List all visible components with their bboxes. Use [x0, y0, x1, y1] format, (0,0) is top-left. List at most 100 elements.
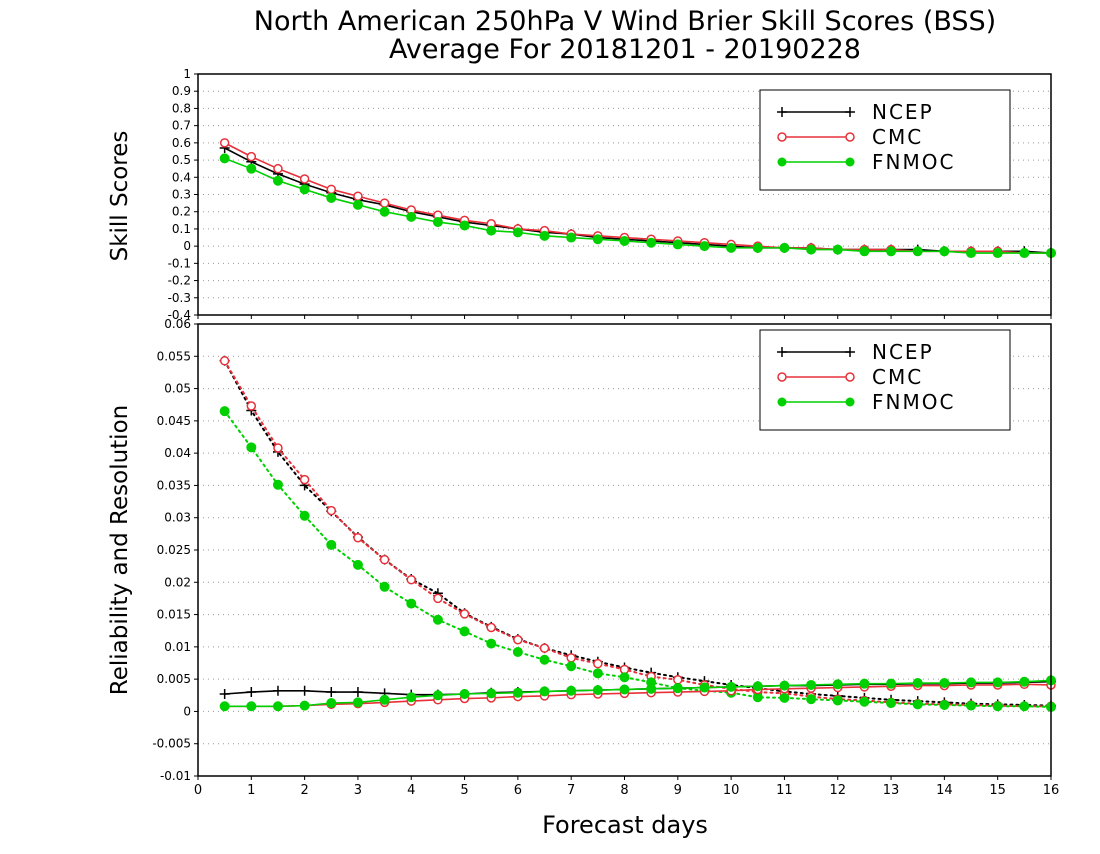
y-tick-label: 0.05: [164, 382, 191, 396]
data-point: [459, 688, 470, 699]
x-tick-label: 3: [354, 783, 362, 798]
legend-box: [759, 89, 1011, 191]
y-tick-label: 0.3: [172, 188, 191, 202]
data-point: [326, 184, 337, 195]
data-point: [272, 175, 283, 186]
x-tick-label: 0: [194, 783, 202, 798]
reliability-resolution-panel: -0.01 -0.005 0 0.005 0.01 0.015 0.02 0.025 0.03 0…: [107, 317, 1059, 798]
legend-marker: [845, 347, 855, 357]
data-point: [513, 635, 523, 645]
data-point: [246, 163, 257, 174]
data-point: [966, 248, 977, 259]
data-point: [379, 198, 390, 208]
data-point: [752, 242, 763, 253]
data-point: [486, 225, 497, 236]
data-point: [672, 239, 683, 250]
y-axis-label: Reliability and Resolution: [107, 405, 133, 695]
data-point: [806, 679, 817, 690]
data-point: [326, 698, 337, 709]
data-point: [432, 690, 443, 701]
legend-marker: [845, 132, 855, 142]
y-tick-label: 0.01: [164, 640, 191, 654]
y-tick-label: 0.035: [157, 478, 191, 492]
y-tick-label: 0.4: [172, 170, 191, 184]
data-point: [752, 681, 763, 692]
legend-marker: [777, 107, 787, 117]
legend-marker: [777, 347, 787, 357]
legend-label: FNMOC: [872, 150, 955, 174]
data-point: [912, 678, 923, 689]
x-tick-label: 5: [460, 783, 468, 798]
data-point: [566, 661, 577, 672]
y-tick-label: 0.015: [157, 608, 191, 622]
data-point: [619, 684, 630, 695]
data-point: [779, 692, 790, 703]
data-point: [219, 153, 230, 164]
data-point: [726, 681, 737, 692]
legend-marker: [845, 397, 855, 407]
data-point: [832, 679, 843, 690]
data-point: [673, 675, 683, 685]
data-point: [619, 235, 630, 246]
data-point: [646, 237, 657, 248]
legend-label: FNMOC: [872, 390, 955, 414]
data-point: [246, 701, 257, 712]
data-point: [832, 695, 843, 706]
y-tick-label: 0: [183, 239, 191, 253]
y-tick-label: 0.7: [172, 119, 191, 133]
data-point: [406, 692, 417, 703]
y-tick-label: 0.005: [157, 672, 191, 686]
x-tick-label: 15: [989, 783, 1006, 798]
legend-label: NCEP: [872, 100, 934, 124]
data-point: [779, 680, 790, 691]
data-point: [326, 192, 337, 203]
data-point: [299, 700, 310, 711]
y-tick-label: 0.9: [172, 84, 191, 98]
y-tick-label: -0.1: [168, 256, 191, 270]
x-tick-label: 4: [407, 783, 415, 798]
data-point: [273, 163, 283, 174]
legend-marker: [777, 397, 787, 407]
data-point: [219, 406, 230, 417]
data-point: [593, 658, 603, 669]
legend-box: [759, 329, 1011, 431]
data-point: [939, 699, 950, 710]
y-tick-label: 0.055: [157, 349, 191, 363]
data-point: [966, 677, 977, 688]
data-point: [353, 532, 363, 543]
data-point: [486, 622, 496, 633]
y-tick-label: -0.4: [168, 308, 191, 322]
y-tick-label: 0.2: [172, 205, 191, 219]
data-point: [379, 694, 390, 705]
y-tick-label: -0.2: [168, 274, 191, 288]
data-point: [379, 581, 390, 592]
y-axis-label: Skill Scores: [107, 131, 133, 262]
y-tick-label: 0.045: [157, 414, 191, 428]
chart-subtitle: Average For 20181201 - 20190228: [389, 34, 861, 65]
series-fnmoc-solid: [219, 675, 1056, 712]
x-tick-label: 13: [883, 783, 900, 798]
y-tick-label: 0.025: [157, 543, 191, 557]
x-tick-label: 6: [514, 783, 522, 798]
legend-marker: [777, 157, 787, 167]
data-point: [779, 242, 790, 253]
data-point: [272, 479, 283, 490]
data-point: [219, 138, 230, 148]
data-point: [326, 687, 337, 698]
x-tick-label: 7: [567, 783, 575, 798]
y-tick-label: 0: [183, 704, 191, 718]
data-point: [299, 474, 310, 485]
data-point: [459, 626, 470, 637]
data-point: [566, 232, 577, 243]
y-tick-label: 0.04: [164, 446, 191, 460]
y-tick-label: 0.06: [164, 317, 191, 331]
plot-frame: [197, 323, 1052, 777]
data-point: [992, 701, 1003, 712]
data-point: [539, 686, 550, 697]
legend-label: CMC: [872, 125, 923, 149]
y-tick-label: 0.5: [172, 153, 191, 167]
data-point: [939, 678, 950, 689]
x-axis-label: Forecast days: [542, 811, 708, 839]
